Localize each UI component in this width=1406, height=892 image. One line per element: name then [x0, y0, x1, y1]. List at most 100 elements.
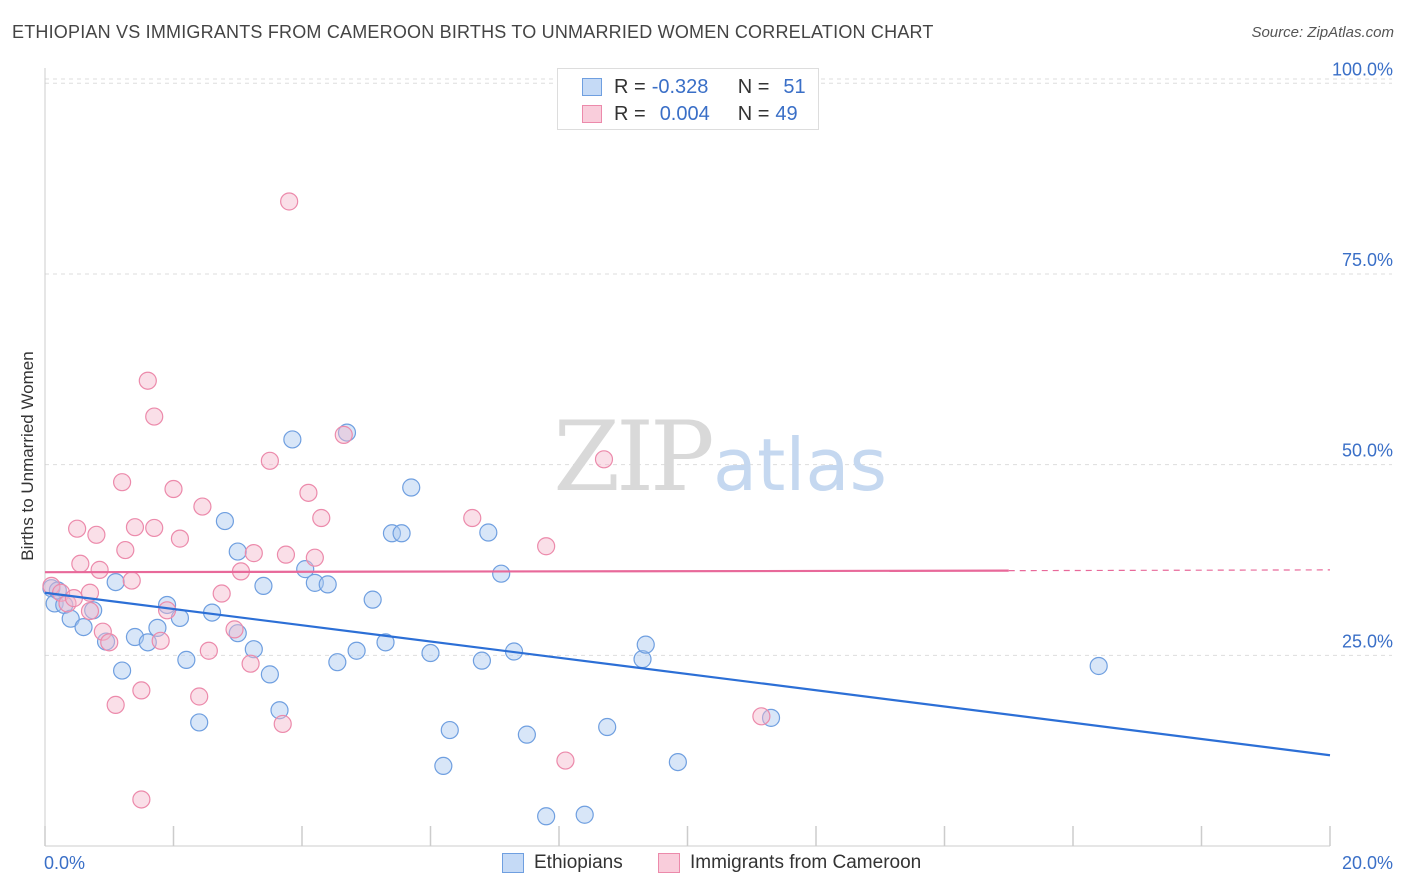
cameroon-point — [151, 631, 170, 650]
cameroon-point — [241, 654, 260, 673]
ethiopians-point — [337, 423, 357, 442]
x-tick-label: 20.0% — [1342, 853, 1393, 873]
ethiopians-trend-line — [44, 591, 1331, 757]
cameroon-point — [299, 483, 318, 502]
cameroon-point — [193, 497, 212, 516]
ethiopians-point — [761, 708, 781, 727]
ethiopians-point — [190, 713, 209, 732]
cameroon-point — [80, 601, 100, 621]
ethiopians-point — [440, 720, 459, 740]
cameroon-point — [106, 695, 125, 714]
ethiopians-point — [270, 701, 289, 720]
cameroon-point — [752, 707, 771, 726]
cameroon-trend-extension — [1008, 569, 1331, 572]
legend-n-label: N = — [737, 75, 770, 98]
cameroon-point — [170, 529, 190, 548]
ethiopians-point — [328, 653, 347, 672]
legend-r-value: -0.328 — [651, 75, 709, 98]
y-tick-label: 25.0% — [1342, 631, 1393, 651]
cameroon-point — [132, 681, 151, 700]
ethiopians-point — [318, 575, 337, 594]
ethiopians-point — [382, 524, 402, 543]
ethiopians-point — [112, 661, 132, 680]
ethiopians-point — [254, 576, 273, 596]
ethiopians-point — [106, 572, 125, 592]
bottom-legend-swatch-pink — [658, 853, 680, 873]
cameroon-point — [116, 540, 135, 560]
x-tick-label: 0.0% — [44, 853, 85, 873]
ethiopians-point — [517, 725, 536, 744]
ethiopians-point — [575, 805, 594, 824]
cameroon-point — [463, 508, 482, 528]
bottom-legend-label: Ethiopians — [534, 852, 623, 873]
ethiopians-point — [472, 651, 491, 670]
ethiopians-point — [228, 542, 247, 561]
cameroon-point — [312, 508, 331, 528]
ethiopians-point — [1089, 656, 1108, 676]
legend-swatch-blue — [582, 78, 602, 96]
legend-r-value: 0.004 — [659, 102, 710, 125]
cameroon-point — [90, 560, 109, 579]
ethiopians-point — [244, 640, 263, 659]
legend-n-value: 51 — [783, 75, 806, 98]
axis-layer — [44, 68, 1331, 847]
cameroon-point — [93, 622, 112, 641]
ethiopians-point — [215, 511, 234, 531]
ethiopians-point — [363, 590, 382, 609]
cameroon-point — [556, 751, 575, 770]
bottom-legend-swatch-blue — [502, 853, 524, 873]
cameroon-point — [112, 473, 132, 492]
cameroon-point — [276, 545, 296, 564]
chart-title: ETHIOPIAN VS IMMIGRANTS FROM CAMEROON BI… — [12, 22, 934, 42]
cameroon-point — [100, 633, 119, 652]
ethiopians-point — [479, 523, 498, 542]
ethiopians-point — [636, 635, 655, 654]
cameroon-point — [260, 451, 279, 470]
ethiopians-point — [392, 524, 411, 543]
cameroon-point — [164, 479, 183, 499]
ethiopians-point — [421, 643, 440, 663]
ethiopians-point — [402, 478, 421, 497]
cameroon-point — [273, 714, 292, 734]
legend-row-ethiopians: R = -0.328 N = 51 — [582, 74, 806, 100]
legend-swatch-pink — [582, 105, 602, 123]
watermark: ZIP atlas — [553, 401, 887, 513]
cameroon-point — [199, 641, 218, 660]
bottom-legend-cameroon: Immigrants from Cameroon — [658, 852, 921, 874]
y-tick-label: 100.0% — [1332, 59, 1393, 79]
ethiopians-point — [492, 564, 511, 583]
ethiopians-point — [434, 756, 453, 776]
tick-labels: 25.0% 50.0% 75.0% 100.0% 0.0% 20.0% — [44, 59, 1393, 873]
ethiopians-point — [376, 633, 395, 652]
legend-n-label: N = — [737, 102, 770, 125]
ethiopians-point — [74, 617, 93, 637]
cameroon-point — [145, 518, 164, 538]
ethiopians-point — [598, 717, 617, 737]
legend-row-cameroon: R = 0.004 N = 49 — [582, 101, 798, 127]
cameroon-trend-line — [44, 569, 1009, 574]
cameroon-point — [71, 554, 90, 573]
trend-layer — [44, 569, 1331, 757]
cameroon-point — [87, 525, 106, 544]
cameroon-point — [125, 518, 145, 537]
y-tick-label: 75.0% — [1342, 250, 1393, 270]
ethiopians-point — [347, 641, 366, 660]
cameroon-point — [190, 687, 209, 706]
ethiopians-point — [537, 807, 556, 826]
watermark-zip: ZIP — [553, 401, 712, 513]
legend-r-label: R = — [614, 75, 646, 98]
cameroon-point — [334, 425, 353, 444]
cameroon-point — [212, 584, 231, 603]
correlation-legend: R = -0.328 N = 51 R = 0.004 N = 49 — [557, 68, 819, 130]
legend-r-label: R = — [614, 102, 646, 125]
cameroon-point — [225, 620, 244, 639]
ethiopians-point — [61, 609, 80, 628]
cameroon-point — [280, 192, 299, 211]
cameroon-point — [132, 790, 151, 809]
bottom-legend-label: Immigrants from Cameroon — [690, 852, 922, 873]
points-layer — [42, 192, 1108, 826]
cameroon-point — [594, 450, 614, 469]
cameroon-point — [122, 571, 141, 590]
y-tick-label: 50.0% — [1342, 441, 1393, 461]
